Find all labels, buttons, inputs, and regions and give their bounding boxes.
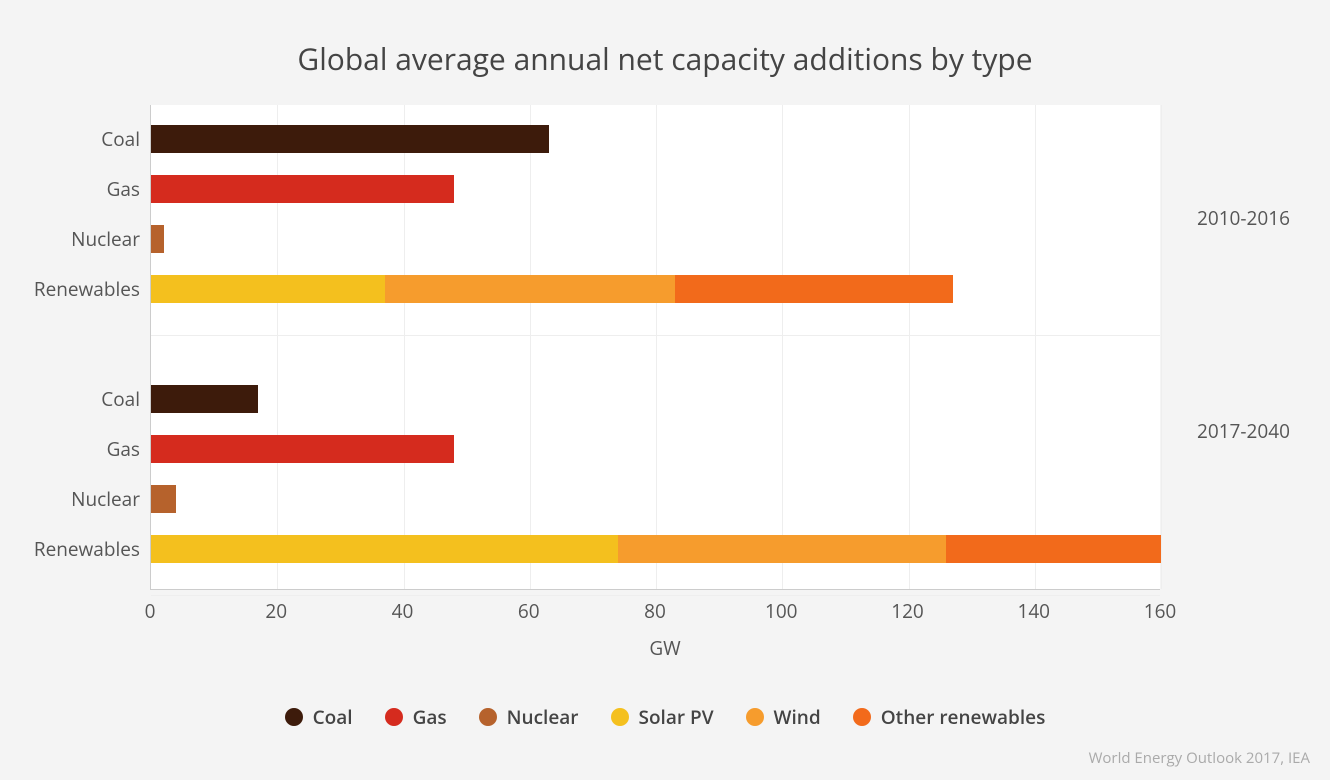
bar-segment [946, 535, 1161, 563]
gridline [909, 105, 910, 589]
bar-row [151, 225, 164, 253]
bar-segment [675, 275, 953, 303]
legend-label: Coal [313, 704, 353, 730]
y-axis-label: Renewables [0, 535, 140, 563]
legend-swatch [746, 708, 764, 726]
legend-item: Gas [385, 704, 447, 730]
legend-item: Solar PV [611, 704, 714, 730]
bar-row [151, 535, 1161, 563]
legend-swatch [385, 708, 403, 726]
x-tick-label: 20 [246, 598, 306, 624]
legend-swatch [611, 708, 629, 726]
x-tick-label: 100 [751, 598, 811, 624]
legend-label: Solar PV [639, 704, 714, 730]
y-axis-label: Coal [0, 385, 140, 413]
bar-row [151, 275, 953, 303]
bar-row [151, 435, 454, 463]
x-tick-label: 80 [625, 598, 685, 624]
legend-item: Coal [285, 704, 353, 730]
gridline [656, 105, 657, 589]
bar-segment [151, 485, 176, 513]
legend-label: Other renewables [881, 704, 1046, 730]
bar-segment [151, 535, 618, 563]
bar-row [151, 125, 549, 153]
gridline [782, 105, 783, 589]
gridline [1161, 105, 1162, 589]
group-label: 2017-2040 [1197, 418, 1290, 444]
legend-label: Wind [774, 704, 821, 730]
credit-text: World Energy Outlook 2017, IEA [1089, 748, 1310, 768]
group-divider [151, 335, 1160, 336]
bar-row [151, 485, 176, 513]
legend-swatch [479, 708, 497, 726]
x-tick-label: 40 [373, 598, 433, 624]
x-tick-label: 60 [499, 598, 559, 624]
legend-item: Nuclear [479, 704, 579, 730]
chart-title: Global average annual net capacity addit… [0, 0, 1330, 79]
bar-segment [151, 435, 454, 463]
bar-segment [385, 275, 675, 303]
plot-area [150, 105, 1160, 590]
legend-swatch [285, 708, 303, 726]
x-tick-label: 140 [1004, 598, 1064, 624]
group-label: 2010-2016 [1197, 205, 1290, 231]
x-tick-label: 120 [878, 598, 938, 624]
group-divider [151, 595, 1160, 596]
legend-item: Other renewables [853, 704, 1046, 730]
bar-segment [151, 275, 385, 303]
y-axis-label: Gas [0, 175, 140, 203]
bar-segment [618, 535, 946, 563]
legend-swatch [853, 708, 871, 726]
legend-label: Gas [413, 704, 447, 730]
legend-label: Nuclear [507, 704, 579, 730]
legend-item: Wind [746, 704, 821, 730]
y-axis-label: Gas [0, 435, 140, 463]
gridline [1035, 105, 1036, 589]
y-axis-label: Nuclear [0, 485, 140, 513]
y-axis-label: Coal [0, 125, 140, 153]
x-axis-title: GW [0, 635, 1330, 661]
x-tick-label: 160 [1130, 598, 1190, 624]
bar-segment [151, 175, 454, 203]
bar-row [151, 175, 454, 203]
bar-segment [151, 225, 164, 253]
bar-row [151, 385, 258, 413]
y-axis-label: Nuclear [0, 225, 140, 253]
legend: Coal Gas Nuclear Solar PV Wind Other renewabl… [0, 704, 1330, 732]
bar-segment [151, 125, 549, 153]
bar-segment [151, 385, 258, 413]
y-axis-label: Renewables [0, 275, 140, 303]
gridline [530, 105, 531, 589]
x-tick-label: 0 [120, 598, 180, 624]
chart-container: Global average annual net capacity addit… [0, 0, 1330, 780]
